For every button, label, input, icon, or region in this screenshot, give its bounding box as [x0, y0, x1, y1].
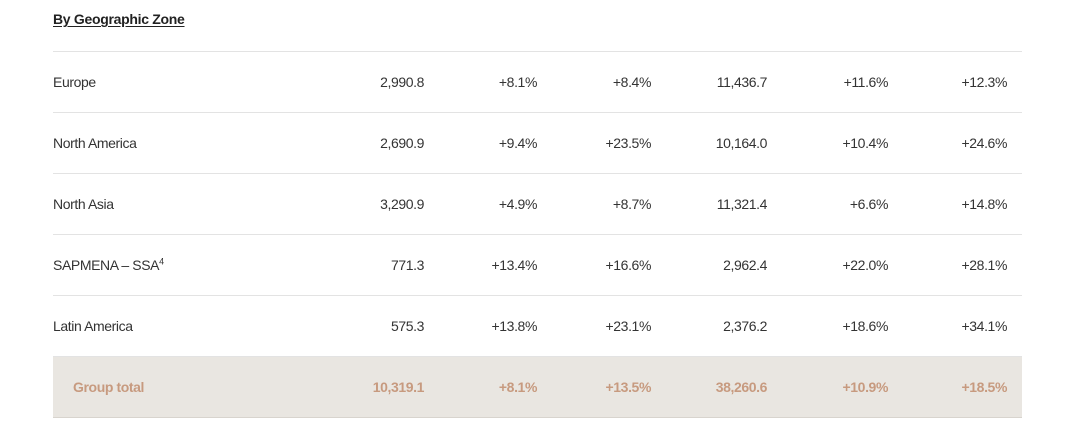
value-cell: 2,690.9 [380, 135, 424, 151]
value-cell: 2,376.2 [723, 318, 767, 334]
value-cell: +14.8% [961, 196, 1008, 212]
value-cell: +18.6% [842, 318, 889, 334]
value-cell: +28.1% [961, 257, 1008, 273]
table-row-north-asia: North Asia 3,290.9 +4.9% +8.7% 11,321.4 … [53, 174, 1022, 235]
value-cell: 10,164.0 [715, 135, 768, 151]
value-cell: 11,436.7 [716, 74, 768, 90]
zone-name-text: SAPMENA – SSA [53, 257, 160, 273]
table-row-north-america: North America 2,690.9 +9.4% +23.5% 10,16… [53, 113, 1022, 174]
geographic-zone-table: Europe 2,990.8 +8.1% +8.4% 11,436.7 +11.… [53, 51, 1022, 418]
table-row-europe: Europe 2,990.8 +8.1% +8.4% 11,436.7 +11.… [53, 52, 1022, 113]
value-cell: 3,290.9 [380, 196, 424, 212]
value-cell: +23.5% [605, 135, 652, 151]
value-cell: +8.4% [612, 74, 651, 90]
value-cell: 2,990.8 [380, 74, 424, 90]
value-cell: 771.3 [390, 257, 424, 273]
value-cell: +8.7% [612, 196, 651, 212]
total-value-cell: +13.5% [605, 379, 652, 395]
zone-name: North America [53, 135, 137, 151]
zone-name: Latin America [53, 318, 133, 334]
value-cell: +8.1% [498, 74, 537, 90]
value-cell: +6.6% [849, 196, 888, 212]
zone-name: North Asia [53, 196, 114, 212]
value-cell: +24.6% [961, 135, 1008, 151]
table-row-latin-america: Latin America 575.3 +13.8% +23.1% 2,376.… [53, 296, 1022, 357]
value-cell: +10.4% [842, 135, 889, 151]
value-cell: +34.1% [961, 318, 1008, 334]
total-value-cell: 38,260.6 [715, 379, 768, 395]
total-label: Group total [73, 379, 145, 395]
table-row-sapmena-ssa: SAPMENA – SSA4 771.3 +13.4% +16.6% 2,962… [53, 235, 1022, 296]
section-title-link[interactable]: By Geographic Zone [53, 11, 185, 27]
value-cell: +4.9% [498, 196, 537, 212]
total-value-cell: +8.1% [498, 379, 537, 395]
value-cell: +13.8% [491, 318, 538, 334]
value-cell: 2,962.4 [723, 257, 767, 273]
value-cell: +11.6% [843, 74, 889, 90]
value-cell: +16.6% [605, 257, 652, 273]
value-cell: 575.3 [390, 318, 424, 334]
value-cell: +9.4% [498, 135, 537, 151]
value-cell: +23.1% [605, 318, 652, 334]
value-cell: +12.3% [961, 74, 1008, 90]
total-value-cell: +10.9% [842, 379, 889, 395]
zone-name: Europe [53, 74, 96, 90]
total-value-cell: +18.5% [961, 379, 1008, 395]
value-cell: 11,321.4 [716, 196, 768, 212]
total-value-cell: 10,319.1 [372, 379, 425, 395]
value-cell: +22.0% [842, 257, 889, 273]
value-cell: +13.4% [491, 257, 538, 273]
table-row-group-total: Group total 10,319.1 +8.1% +13.5% 38,260… [53, 357, 1022, 418]
zone-name: SAPMENA – SSA4 [53, 257, 164, 273]
footnote-marker: 4 [159, 256, 164, 267]
